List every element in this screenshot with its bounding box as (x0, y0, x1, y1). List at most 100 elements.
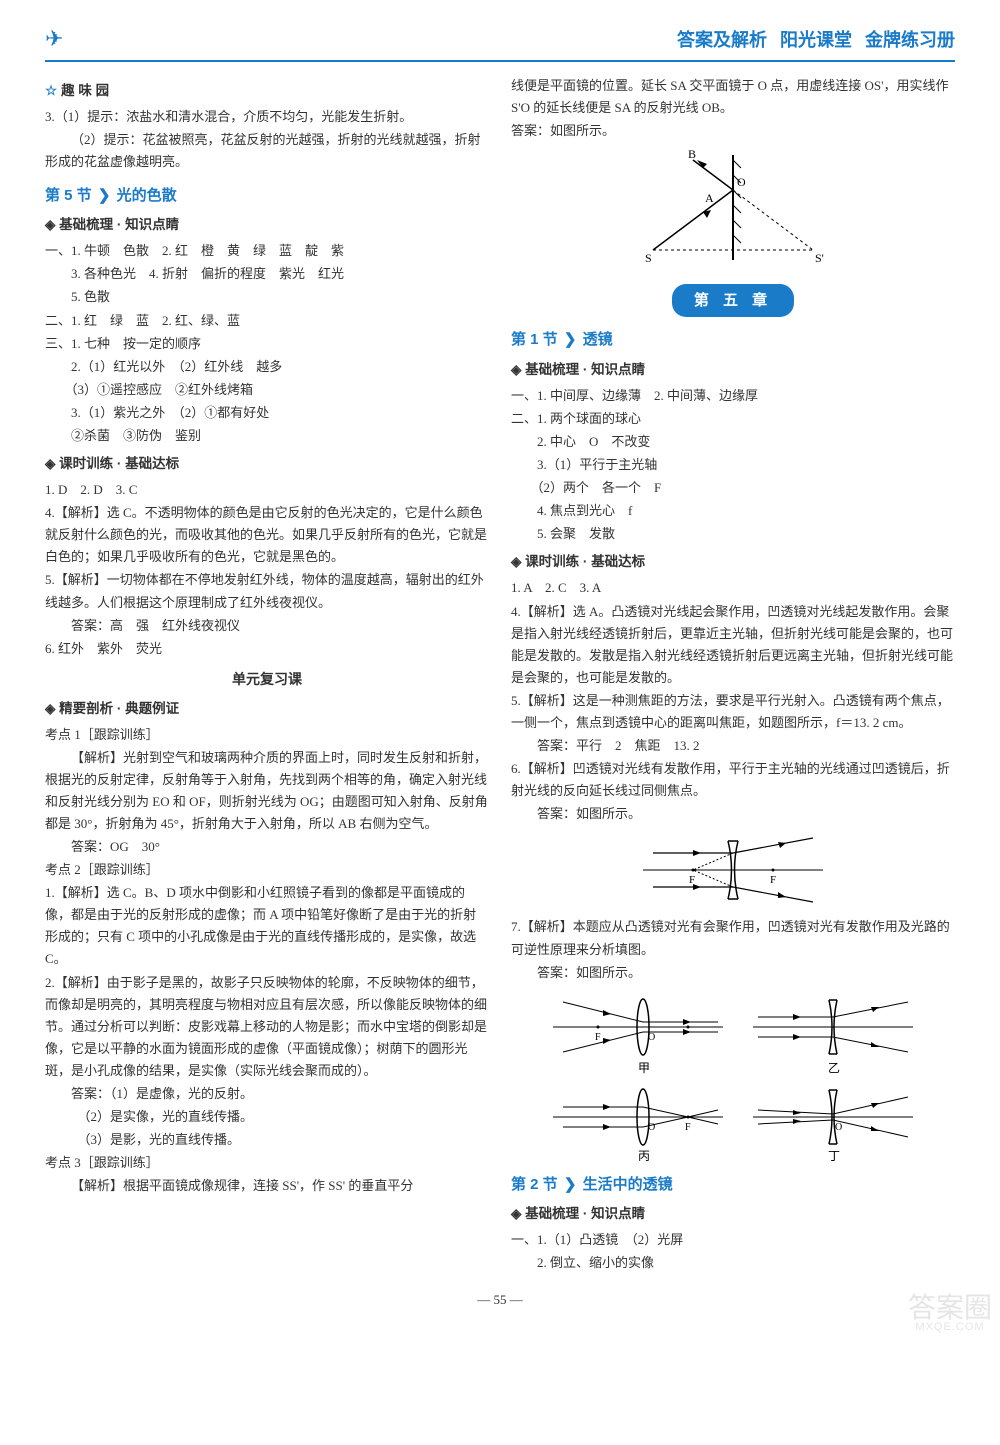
line: 答案：OG 30° (45, 836, 489, 858)
line: 二、1. 两个球面的球心 (511, 408, 955, 430)
unit-review-title: 单元复习课 (45, 668, 489, 692)
line: （2）是实像，光的直线传播。 (45, 1106, 489, 1128)
line: 2. 倒立、缩小的实像 (511, 1252, 955, 1274)
jichu-head-r2: ◈ 基础梳理 · 知识点睛 (511, 1203, 955, 1226)
section-2-num: 第 2 节 (511, 1176, 558, 1193)
header-title-3: 金牌练习册 (865, 30, 955, 50)
line: 一、1. 中间厚、边缘薄 2. 中间薄、边缘厚 (511, 385, 955, 407)
section-2-title: 生活中的透镜 (583, 1176, 673, 1193)
section-5-head: 第 5 节 ❯ 光的色散 (45, 183, 489, 209)
chevron-icon: ❯ (98, 187, 111, 204)
section-5-title: 光的色散 (117, 187, 177, 204)
keshi-head-r: ◈ 课时训练 · 基础达标 (511, 551, 955, 574)
line: 3. 各种色光 4. 折射 偏折的程度 紫光 红光 (45, 263, 489, 285)
line: 答案：如图所示。 (511, 803, 955, 825)
chapter-5-label: 第 五 章 (672, 284, 794, 318)
page-number: — 55 — (45, 1289, 955, 1311)
keshi-head: ◈ 课时训练 · 基础达标 (45, 453, 489, 476)
svg-text:O: O (737, 175, 746, 189)
line: 答案：如图所示。 (511, 962, 955, 984)
right-column: 线便是平面镜的位置。延长 SA 交平面镜于 O 点，用虚线连接 OS'，用实线作… (511, 74, 955, 1276)
svg-text:F: F (770, 874, 776, 886)
section-1-title: 透镜 (583, 331, 613, 348)
line: 1.【解析】选 C。B、D 项水中倒影和小红照镜子看到的像都是平面镜成的像，都是… (45, 882, 489, 970)
concave-lens-figure: F F (511, 833, 955, 908)
header-title-2: 阳光课堂 (780, 30, 852, 50)
line: （3）①遥控感应 ②红外线烤箱 (45, 379, 489, 401)
kd3-head: 考点 3［跟踪训练］ (45, 1152, 489, 1174)
kd1-head: 考点 1［跟踪训练］ (45, 724, 489, 746)
line: 【解析】根据平面镜成像规律，连接 SS'，作 SS' 的垂直平分 (45, 1175, 489, 1197)
line: 7.【解析】本题应从凸透镜对光有会聚作用，凹透镜对光有发散作用及光路的可逆性原理… (511, 916, 955, 960)
content-columns: ☆趣 味 园 3.（1）提示：浓盐水和清水混合，介质不均匀，光能发生折射。 （2… (45, 74, 955, 1276)
line: 4.【解析】选 C。不透明物体的颜色是由它反射的色光决定的，它是什么颜色就反射什… (45, 502, 489, 568)
four-lens-figure: F O 甲 乙 (511, 992, 955, 1162)
chevron-icon: ❯ (564, 331, 577, 348)
line: （3）是影，光的直线传播。 (45, 1129, 489, 1151)
svg-text:S: S (645, 251, 652, 265)
line: 3.（1）提示：浓盐水和清水混合，介质不均匀，光能发生折射。 (45, 106, 489, 128)
line: 一、1.（1）凸透镜 （2）光屏 (511, 1229, 955, 1251)
line: 【解析】光射到空气和玻璃两种介质的界面上时，同时发生反射和折射，根据光的反射定律… (45, 747, 489, 835)
line: ②杀菌 ③防伪 鉴别 (45, 425, 489, 447)
jingyao-head: ◈ 精要剖析 · 典题例证 (45, 698, 489, 721)
svg-text:O: O (835, 1122, 842, 1133)
left-column: ☆趣 味 园 3.（1）提示：浓盐水和清水混合，介质不均匀，光能发生折射。 （2… (45, 74, 489, 1276)
section-5-num: 第 5 节 (45, 187, 92, 204)
line: （2）提示：花盆被照亮，花盆反射的光越强，折射的光线就越强，折射形成的花盆虚像越… (45, 129, 489, 173)
line: 6.【解析】凹透镜对光线有发散作用，平行于主光轴的光线通过凹透镜后，折射光线的反… (511, 758, 955, 802)
svg-text:O: O (648, 1032, 655, 1043)
line: 4.【解析】选 A。凸透镜对光线起会聚作用，凹透镜对光线起发散作用。会聚是指入射… (511, 601, 955, 689)
chapter-5-badge: 第 五 章 (511, 284, 955, 318)
line: 5. 色散 (45, 286, 489, 308)
line: 1. D 2. D 3. C (45, 479, 489, 501)
chevron-icon: ❯ (564, 1176, 577, 1193)
section-1-num: 第 1 节 (511, 331, 558, 348)
svg-text:S': S' (815, 251, 824, 265)
svg-text:丙: 丙 (638, 1149, 650, 1162)
section-2-head: 第 2 节 ❯ 生活中的透镜 (511, 1172, 955, 1198)
line: 2. 中心 O 不改变 (511, 431, 955, 453)
line: 2.（1）红光以外 （2）红外线 越多 (45, 356, 489, 378)
quweiyuan-head: ☆趣 味 园 (45, 80, 489, 103)
line: 5.【解析】这是一种测焦距的方法，要求是平行光射入。凸透镜有两个焦点，一侧一个，… (511, 690, 955, 734)
jichu-head-r: ◈ 基础梳理 · 知识点睛 (511, 359, 955, 382)
svg-text:F: F (685, 1122, 691, 1133)
line: 答案：平行 2 焦距 13. 2 (511, 735, 955, 757)
line: 答案：高 强 红外线夜视仪 (45, 615, 489, 637)
section-1-head: 第 1 节 ❯ 透镜 (511, 327, 955, 353)
header-title-1: 答案及解析 (677, 30, 767, 50)
line: 6. 红外 紫外 荧光 (45, 638, 489, 660)
page-header: 答案及解析 阳光课堂 金牌练习册 (45, 25, 955, 62)
line: 3.（1）平行于主光轴 (511, 454, 955, 476)
svg-text:B: B (688, 150, 696, 161)
svg-text:F: F (689, 874, 695, 886)
mirror-figure: B A O S S' (511, 150, 955, 270)
svg-text:乙: 乙 (828, 1061, 840, 1075)
watermark-text: 答案圈 (908, 1292, 992, 1323)
line: 答案：（1）是虚像，光的反射。 (45, 1083, 489, 1105)
svg-text:A: A (705, 191, 714, 205)
line: 三、1. 七种 按一定的顺序 (45, 333, 489, 355)
line: 5. 会聚 发散 (511, 523, 955, 545)
svg-text:甲: 甲 (638, 1061, 650, 1075)
header-deco-icon: ✈ (45, 20, 63, 57)
watermark-url: MXQE.COM (908, 1322, 992, 1333)
svg-text:O: O (648, 1122, 655, 1133)
quweiyuan-label: 趣 味 园 (61, 83, 109, 98)
jichu-head: ◈ 基础梳理 · 知识点睛 (45, 214, 489, 237)
line: 5.【解析】一切物体都在不停地发射红外线，物体的温度越高，辐射出的红外线越多。人… (45, 569, 489, 613)
line: 1. A 2. C 3. A (511, 577, 955, 599)
kd2-head: 考点 2［跟踪训练］ (45, 859, 489, 881)
line: （2）两个 各一个 F (511, 477, 955, 499)
line: 一、1. 牛顿 色散 2. 红 橙 黄 绿 蓝 靛 紫 (45, 240, 489, 262)
line: 线便是平面镜的位置。延长 SA 交平面镜于 O 点，用虚线连接 OS'，用实线作… (511, 75, 955, 119)
line: 3.（1）紫光之外 （2）①都有好处 (45, 402, 489, 424)
svg-text:丁: 丁 (828, 1149, 840, 1162)
line: 答案：如图所示。 (511, 120, 955, 142)
line: 二、1. 红 绿 蓝 2. 红、绿、蓝 (45, 310, 489, 332)
line: 4. 焦点到光心 f (511, 500, 955, 522)
svg-text:F: F (595, 1032, 601, 1043)
watermark: 答案圈 MXQE.COM (908, 1294, 992, 1333)
line: 2.【解析】由于影子是黑的，故影子只反映物体的轮廓，不反映物体的细节，而像却是明… (45, 972, 489, 1082)
